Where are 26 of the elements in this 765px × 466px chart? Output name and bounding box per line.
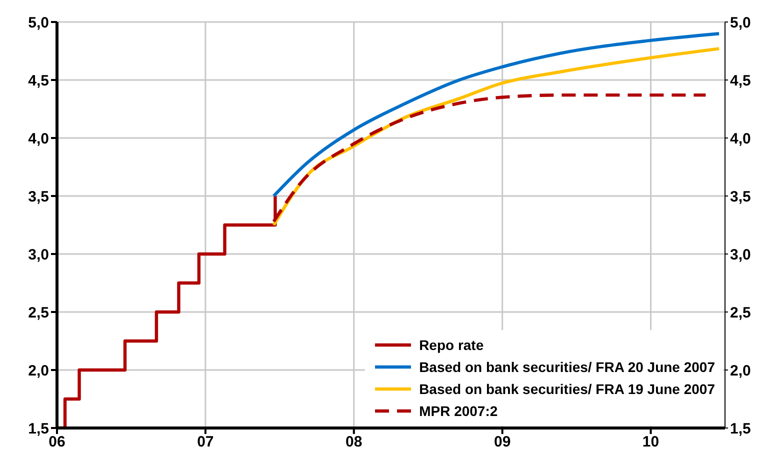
y-tick-label: 4,0 — [28, 130, 49, 148]
y2-tick-label: 4,0 — [730, 130, 751, 148]
y2-tick-label: 5,0 — [730, 14, 751, 32]
legend-label: Based on bank securities/ FRA 20 June 2007 — [419, 359, 715, 375]
y2-tick-label: 3,0 — [730, 246, 751, 264]
x-tick-label: 06 — [48, 434, 66, 451]
y2-tick-label: 2,0 — [730, 362, 751, 380]
y2-tick-label: 4,5 — [730, 72, 751, 90]
y-tick-label: 2,0 — [28, 362, 49, 380]
line-series — [272, 32, 721, 198]
x-tick-label: 10 — [642, 434, 660, 451]
x-tick-label: 09 — [494, 434, 511, 451]
x-tick-label: 08 — [346, 434, 362, 451]
y2-tick-label: 1,5 — [730, 420, 751, 438]
y2-tick-label: 3,5 — [730, 188, 751, 206]
y-tick-label: 2,5 — [28, 304, 49, 322]
y-tick-label: 4,5 — [28, 72, 49, 90]
y-tick-label: 3,5 — [28, 188, 49, 206]
y-tick-label: 5,0 — [28, 14, 49, 32]
legend-label: MPR 2007:2 — [419, 403, 498, 419]
y-tick-label: 3,0 — [28, 246, 49, 264]
legend-label: Repo rate — [419, 337, 484, 353]
y2-tick-label: 2,5 — [730, 304, 751, 322]
y-tick-label: 1,5 — [28, 420, 49, 438]
x-tick-label: 07 — [197, 434, 214, 451]
legend-label: Based on bank securities/ FRA 19 June 2007 — [419, 381, 715, 397]
